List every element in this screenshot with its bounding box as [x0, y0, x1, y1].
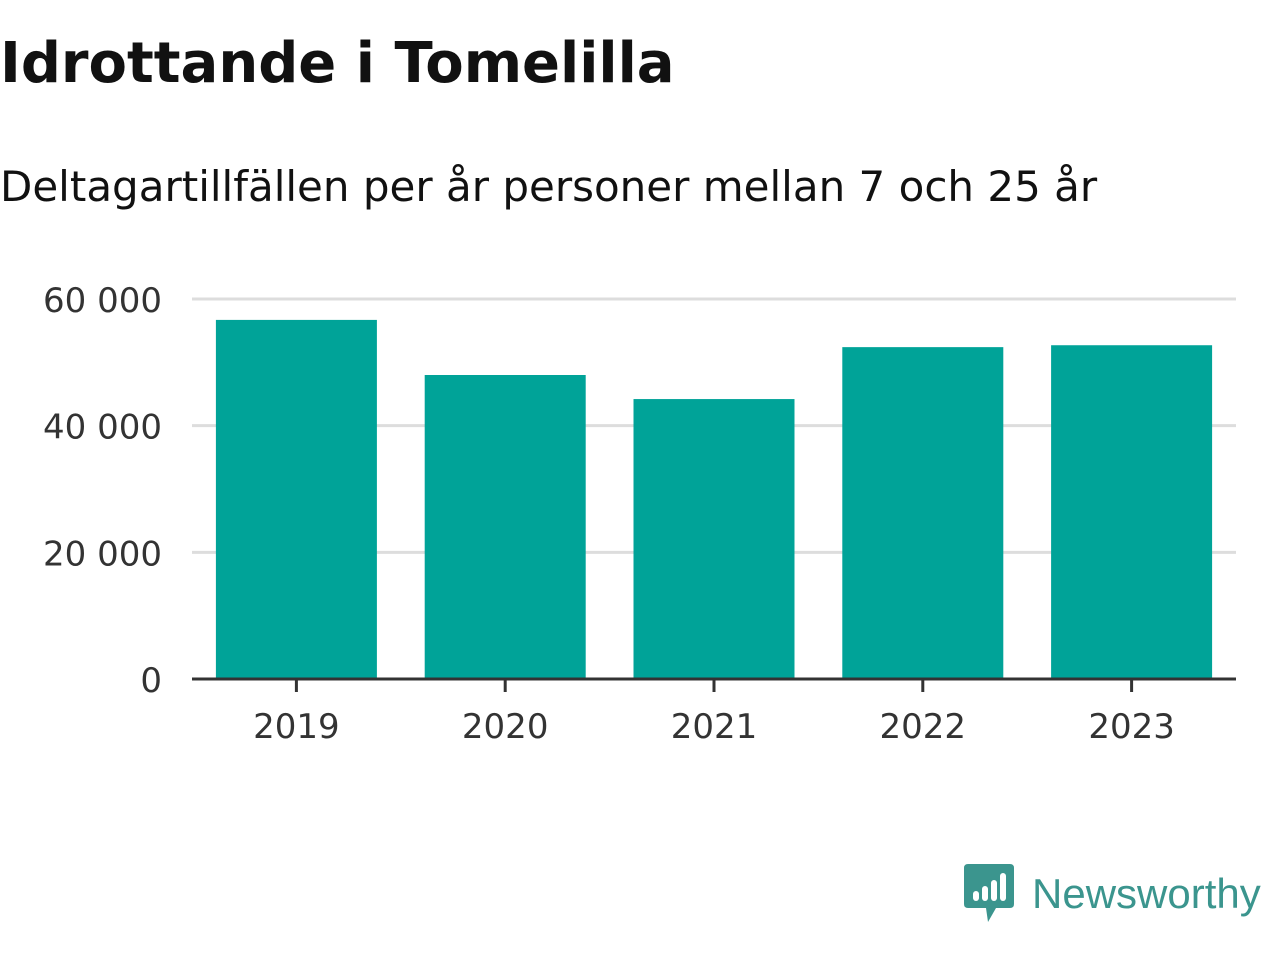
tick-labels: 0 20 000 40 000 60 000 2019 2020 2021 2022 2023 [43, 281, 1175, 747]
y-tick-label-0: 0 [140, 661, 162, 701]
x-tick-label-2020: 2020 [462, 707, 549, 747]
chart-subtitle: Deltagartillfällen per år personer mella… [0, 162, 1098, 211]
y-tick-label-2: 40 000 [43, 408, 162, 448]
bar-2020 [424, 375, 586, 679]
y-tick-label-3: 60 000 [43, 281, 162, 321]
y-tick-label-1: 20 000 [43, 534, 162, 574]
axes [192, 677, 1236, 692]
bars [215, 319, 1213, 679]
logo-text: Newsworthy [1032, 870, 1261, 917]
x-tick-label-2023: 2023 [1088, 707, 1175, 747]
chart-title: Idrottande i Tomelilla [0, 31, 675, 96]
bar-2021 [633, 399, 795, 679]
bar-2019 [215, 319, 377, 679]
x-tick-label-2019: 2019 [253, 707, 340, 747]
newsworthy-logo-icon [964, 864, 1014, 922]
bar-2022 [842, 347, 1004, 679]
bar-2023 [1051, 345, 1213, 679]
newsworthy-logo: Newsworthy [964, 864, 1261, 924]
x-tick-label-2022: 2022 [880, 707, 967, 747]
x-tick-label-2021: 2021 [671, 707, 758, 747]
